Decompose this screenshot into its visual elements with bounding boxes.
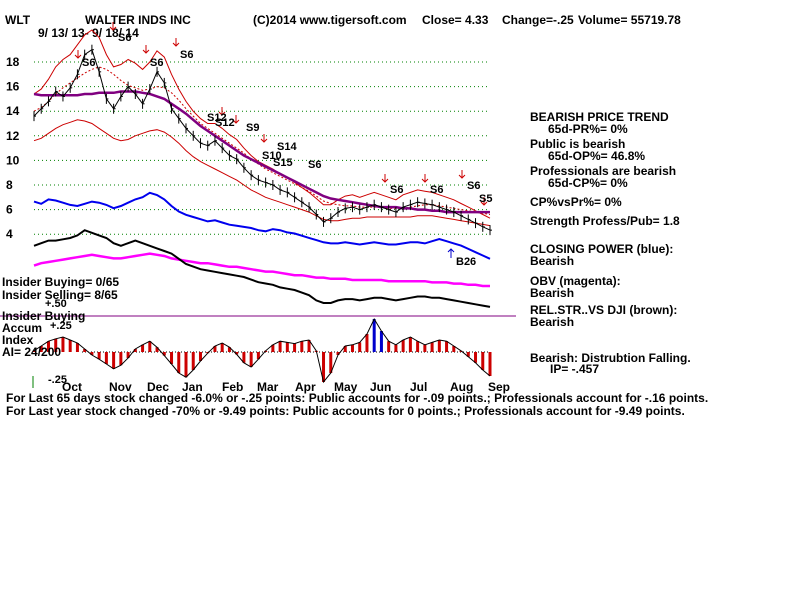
sell-arrow-head bbox=[381, 178, 389, 183]
signal-s6: S6 bbox=[390, 184, 404, 196]
copyright: (C)2014 www.tigersoft.com bbox=[253, 13, 407, 27]
y-tick-label: 8 bbox=[6, 178, 13, 192]
x-month-label: Apr bbox=[295, 380, 316, 394]
y-tick-label: 16 bbox=[6, 80, 20, 94]
insider-buying-label: Insider Buying bbox=[2, 309, 86, 323]
sell-arrow-head bbox=[480, 201, 488, 206]
sell-arrow-head bbox=[142, 49, 150, 54]
op-pct: 65d-OP%= 46.8% bbox=[548, 149, 646, 163]
obv-value: Bearish bbox=[530, 286, 575, 300]
footer-65day: For Last 65 days stock changed -6.0% or … bbox=[6, 391, 709, 405]
obv-line bbox=[33, 252, 490, 288]
cp-pct: 65d-CP%= 0% bbox=[548, 176, 628, 190]
signal-s6: S6 bbox=[467, 180, 481, 192]
ticker-symbol: WLT bbox=[5, 13, 31, 27]
price-line bbox=[33, 48, 491, 231]
x-month-label: Sep bbox=[488, 380, 510, 394]
cp-vs-pr: CP%vsPr%= 0% bbox=[530, 195, 622, 209]
obv-label: OBV (magenta): bbox=[530, 274, 621, 288]
y-tick-label: 12 bbox=[6, 129, 20, 143]
footer-year: For Last year stock changed -70% or -9.4… bbox=[6, 404, 685, 418]
distribution-status: Bearish: Distrubtion Falling. bbox=[530, 351, 691, 365]
strength-ratio: Strength Profess/Pub= 1.8 bbox=[530, 214, 680, 228]
x-month-label: Nov bbox=[109, 380, 132, 394]
x-month-label: Jan bbox=[182, 380, 203, 394]
signal-s6: S6 bbox=[150, 57, 164, 69]
series-lines bbox=[0, 29, 516, 317]
index-label: Index bbox=[2, 333, 34, 347]
signal-b26: B26 bbox=[456, 256, 477, 268]
signal-s6: S6 bbox=[118, 32, 132, 44]
signal-s6: S6 bbox=[180, 49, 194, 61]
sell-arrow-head bbox=[218, 111, 226, 116]
signal-s15: S15 bbox=[273, 157, 293, 169]
x-month-label: Dec bbox=[147, 380, 169, 394]
accum-bars bbox=[32, 317, 492, 384]
accum-label: Accum bbox=[2, 321, 43, 335]
ai-value: AI= 24/200 bbox=[2, 345, 62, 359]
pros-bearish: Professionals are bearish bbox=[530, 164, 677, 178]
sell-arrow-head bbox=[74, 54, 82, 59]
y-tick-label: 14 bbox=[6, 104, 20, 118]
y-tick-label: 4 bbox=[6, 227, 13, 241]
relstr-value: Bearish bbox=[530, 315, 575, 329]
y-tick-label: 6 bbox=[6, 203, 13, 217]
public-bearish: Public is bearish bbox=[530, 137, 626, 151]
signal-s12: S12 bbox=[215, 117, 235, 129]
band-lower-line bbox=[33, 119, 491, 227]
accum-scale-minus25: -.25 bbox=[48, 374, 67, 386]
sell-arrow-head bbox=[172, 42, 180, 47]
x-month-label: May bbox=[334, 380, 358, 394]
signal-s10: S10 bbox=[262, 150, 282, 162]
accum-line bbox=[33, 317, 491, 384]
buy-arrow-head bbox=[447, 248, 455, 253]
closing-power-line bbox=[33, 191, 491, 260]
signal-arrows bbox=[74, 22, 488, 258]
y-tick-label: 18 bbox=[6, 55, 20, 69]
x-month-label: Oct bbox=[62, 380, 82, 394]
signal-s6: S6 bbox=[308, 159, 322, 171]
insider-buying-count: Insider Buying= 0/65 bbox=[2, 275, 120, 289]
rel-str-line bbox=[33, 229, 491, 308]
x-month-label: Feb bbox=[222, 380, 243, 394]
x-month-label: Jun bbox=[370, 380, 391, 394]
accum-scale-plus25: +.25 bbox=[50, 320, 72, 332]
sell-arrow-head bbox=[458, 174, 466, 179]
pr-pct: 65d-PR%= 0% bbox=[548, 122, 628, 136]
signal-s5: S5 bbox=[479, 193, 493, 205]
ma-long-line bbox=[33, 90, 490, 214]
ma-fast-line bbox=[33, 66, 491, 215]
ip-value: IP= -.457 bbox=[550, 362, 600, 376]
sell-arrow-head bbox=[421, 178, 429, 183]
axis-labels: 18 16 14 12 10 8 6 4 Oct Nov Dec Jan Feb Mar Apr May Jun… bbox=[6, 55, 510, 394]
signal-s14: S14 bbox=[277, 141, 297, 153]
band-upper-line bbox=[33, 29, 491, 219]
x-month-label: Aug bbox=[450, 380, 473, 394]
change-value: Change=-.25 bbox=[502, 13, 574, 27]
signal-s9: S9 bbox=[246, 122, 260, 134]
bearish-trend-title: BEARISH PRICE TREND bbox=[530, 110, 669, 124]
sell-arrow-head bbox=[109, 26, 117, 31]
signal-s6: S6 bbox=[430, 184, 444, 196]
close-value: Close= 4.33 bbox=[422, 13, 489, 27]
closing-power-value: Bearish bbox=[530, 254, 575, 268]
relstr-label: REL.STR..VS DJI (brown): bbox=[530, 303, 678, 317]
y-tick-label: 10 bbox=[6, 153, 20, 167]
company-name: WALTER INDS INC bbox=[85, 13, 191, 27]
x-month-label: Jul bbox=[410, 380, 427, 394]
accum-scale-plus50: +.50 bbox=[45, 298, 67, 310]
closing-power-label: CLOSING POWER (blue): bbox=[530, 242, 674, 256]
signal-s12: S12 bbox=[207, 112, 227, 124]
volume-value: Volume= 55719.78 bbox=[578, 13, 681, 27]
sell-arrow-head bbox=[260, 138, 268, 143]
insider-selling-count: Insider Selling= 8/65 bbox=[2, 288, 118, 302]
signal-s6: S6 bbox=[82, 57, 96, 69]
sell-arrow-head bbox=[232, 119, 240, 124]
x-month-label: Mar bbox=[257, 380, 279, 394]
